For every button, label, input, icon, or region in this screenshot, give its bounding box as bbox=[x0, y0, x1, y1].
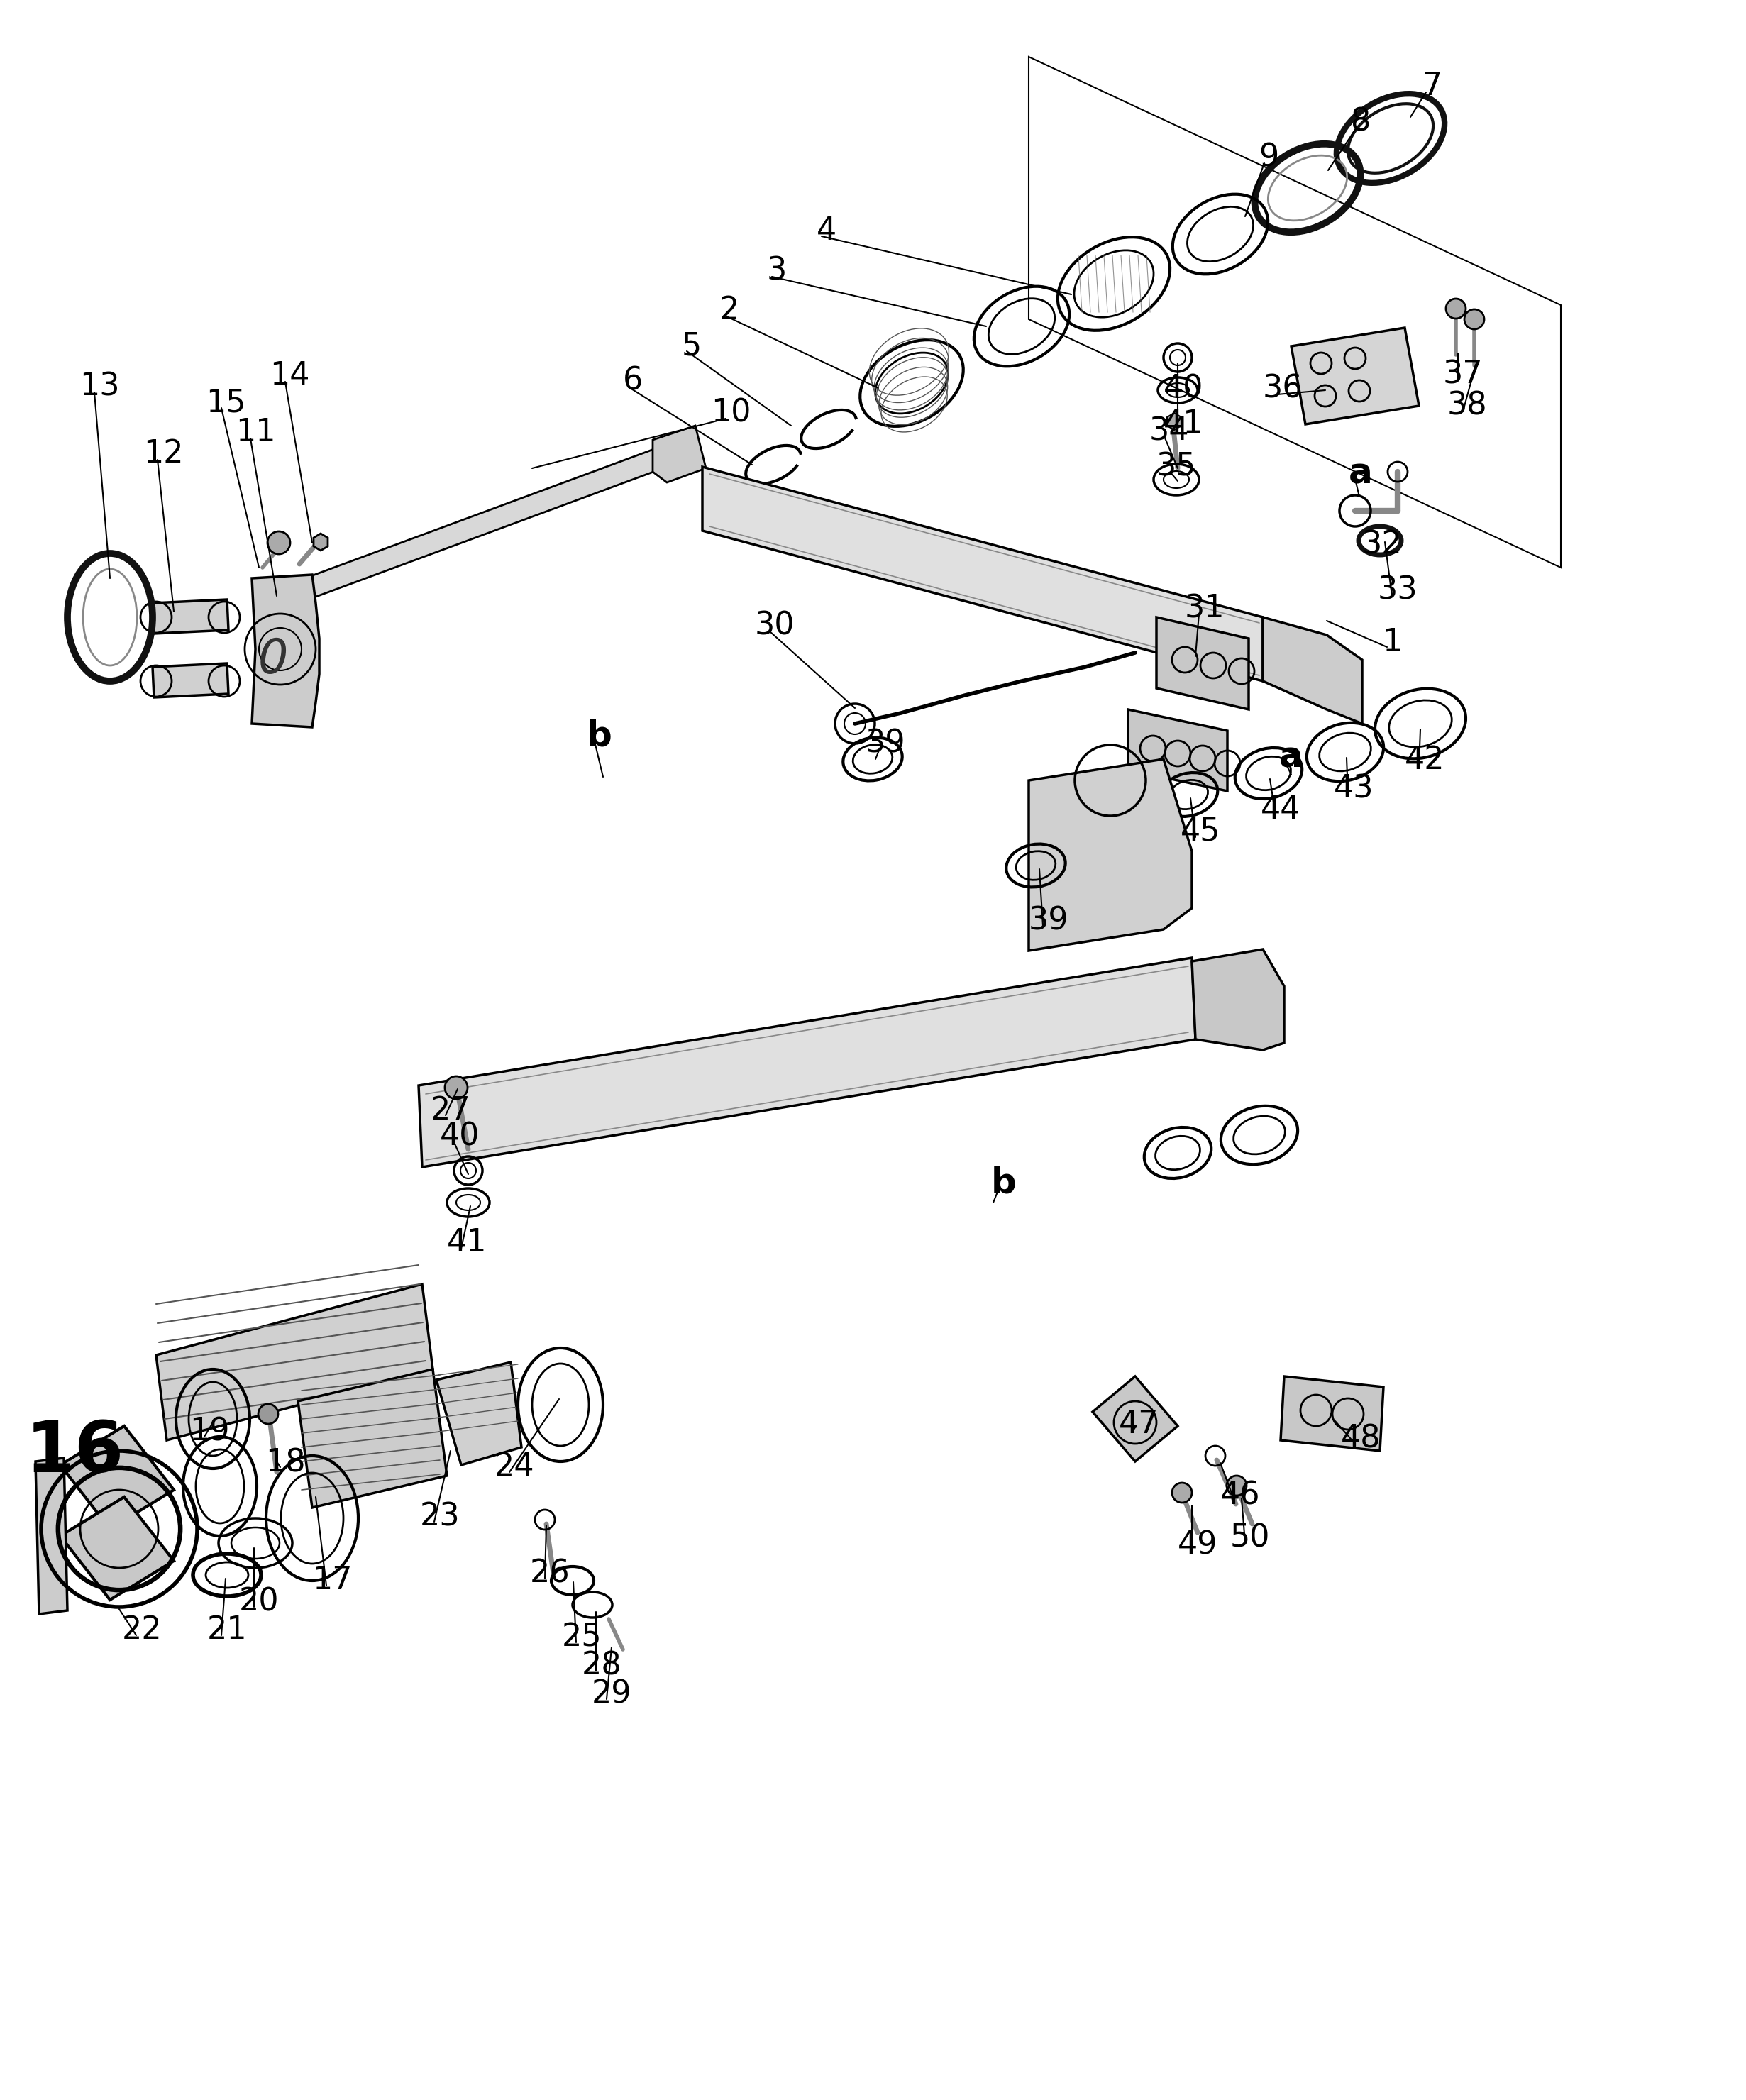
Text: 12: 12 bbox=[143, 439, 183, 468]
Text: 39: 39 bbox=[866, 729, 906, 758]
Text: 17: 17 bbox=[313, 1564, 353, 1596]
Text: 14: 14 bbox=[269, 361, 309, 391]
Text: b: b bbox=[992, 1166, 1016, 1201]
Text: 0: 0 bbox=[258, 636, 288, 682]
Text: 6: 6 bbox=[623, 365, 643, 397]
Text: 40: 40 bbox=[440, 1121, 480, 1151]
Text: 30: 30 bbox=[754, 611, 794, 640]
Polygon shape bbox=[1262, 617, 1362, 724]
Text: 19: 19 bbox=[189, 1415, 229, 1447]
Text: 25: 25 bbox=[562, 1621, 602, 1653]
Text: 22: 22 bbox=[122, 1615, 162, 1646]
Polygon shape bbox=[306, 447, 667, 598]
Text: 1: 1 bbox=[1381, 628, 1402, 657]
Polygon shape bbox=[653, 426, 705, 483]
Polygon shape bbox=[152, 664, 229, 697]
Polygon shape bbox=[152, 598, 229, 634]
Text: 38: 38 bbox=[1447, 391, 1488, 422]
Polygon shape bbox=[1128, 710, 1227, 792]
Text: 26: 26 bbox=[529, 1558, 569, 1590]
Text: 33: 33 bbox=[1378, 575, 1418, 605]
Polygon shape bbox=[251, 575, 320, 727]
Polygon shape bbox=[419, 958, 1196, 1168]
Text: 13: 13 bbox=[79, 372, 119, 401]
Text: 41: 41 bbox=[1163, 410, 1203, 439]
Text: 45: 45 bbox=[1180, 817, 1220, 846]
Text: a: a bbox=[1350, 458, 1372, 491]
Text: 48: 48 bbox=[1341, 1424, 1381, 1453]
Text: 24: 24 bbox=[494, 1451, 534, 1483]
Polygon shape bbox=[1028, 758, 1193, 951]
Text: 11: 11 bbox=[236, 418, 276, 447]
Text: 5: 5 bbox=[681, 332, 702, 361]
Polygon shape bbox=[61, 1497, 175, 1600]
Text: b: b bbox=[587, 720, 613, 754]
Text: 31: 31 bbox=[1184, 594, 1224, 624]
Text: 34: 34 bbox=[1149, 416, 1189, 447]
Circle shape bbox=[1465, 309, 1484, 330]
Polygon shape bbox=[1093, 1376, 1179, 1462]
Circle shape bbox=[1227, 1476, 1247, 1495]
Text: 9: 9 bbox=[1259, 143, 1278, 172]
Text: 44: 44 bbox=[1261, 796, 1301, 825]
Polygon shape bbox=[1193, 949, 1283, 1050]
Text: 27: 27 bbox=[431, 1094, 471, 1126]
Text: 2: 2 bbox=[719, 296, 739, 326]
Text: 32: 32 bbox=[1362, 529, 1402, 561]
Text: 15: 15 bbox=[206, 388, 246, 418]
Text: 8: 8 bbox=[1351, 107, 1371, 136]
Text: 23: 23 bbox=[419, 1502, 459, 1533]
Polygon shape bbox=[1156, 617, 1248, 710]
Text: 43: 43 bbox=[1334, 773, 1374, 804]
Text: 37: 37 bbox=[1442, 359, 1482, 391]
Polygon shape bbox=[436, 1363, 522, 1466]
Text: 21: 21 bbox=[208, 1615, 248, 1646]
Polygon shape bbox=[1292, 328, 1419, 424]
Text: 39: 39 bbox=[1028, 905, 1069, 937]
Text: 36: 36 bbox=[1262, 374, 1303, 403]
Text: 35: 35 bbox=[1156, 451, 1196, 483]
Text: 4: 4 bbox=[817, 216, 836, 246]
Text: 10: 10 bbox=[711, 397, 751, 428]
Polygon shape bbox=[299, 1369, 447, 1508]
Text: 41: 41 bbox=[447, 1228, 487, 1258]
Circle shape bbox=[1172, 1483, 1193, 1504]
Polygon shape bbox=[61, 1426, 175, 1529]
Polygon shape bbox=[702, 466, 1262, 680]
Text: 18: 18 bbox=[265, 1447, 306, 1478]
Circle shape bbox=[445, 1075, 468, 1098]
Text: 3: 3 bbox=[766, 256, 787, 286]
Text: 46: 46 bbox=[1220, 1480, 1261, 1510]
Polygon shape bbox=[155, 1283, 433, 1441]
Polygon shape bbox=[1166, 414, 1182, 430]
Circle shape bbox=[258, 1405, 278, 1424]
Text: 7: 7 bbox=[1421, 71, 1442, 101]
Text: 40: 40 bbox=[1163, 374, 1203, 403]
Text: 50: 50 bbox=[1229, 1522, 1269, 1554]
Polygon shape bbox=[35, 1457, 68, 1615]
Text: 20: 20 bbox=[239, 1588, 279, 1617]
Polygon shape bbox=[314, 533, 328, 550]
Text: 28: 28 bbox=[581, 1651, 622, 1682]
Circle shape bbox=[267, 531, 290, 554]
Text: 49: 49 bbox=[1177, 1531, 1217, 1560]
Text: 29: 29 bbox=[592, 1678, 632, 1709]
Text: 42: 42 bbox=[1404, 745, 1444, 775]
Circle shape bbox=[1446, 298, 1465, 319]
Polygon shape bbox=[1280, 1376, 1383, 1451]
Text: a: a bbox=[1280, 741, 1303, 775]
Text: 47: 47 bbox=[1119, 1409, 1159, 1441]
Text: 16: 16 bbox=[24, 1420, 124, 1487]
